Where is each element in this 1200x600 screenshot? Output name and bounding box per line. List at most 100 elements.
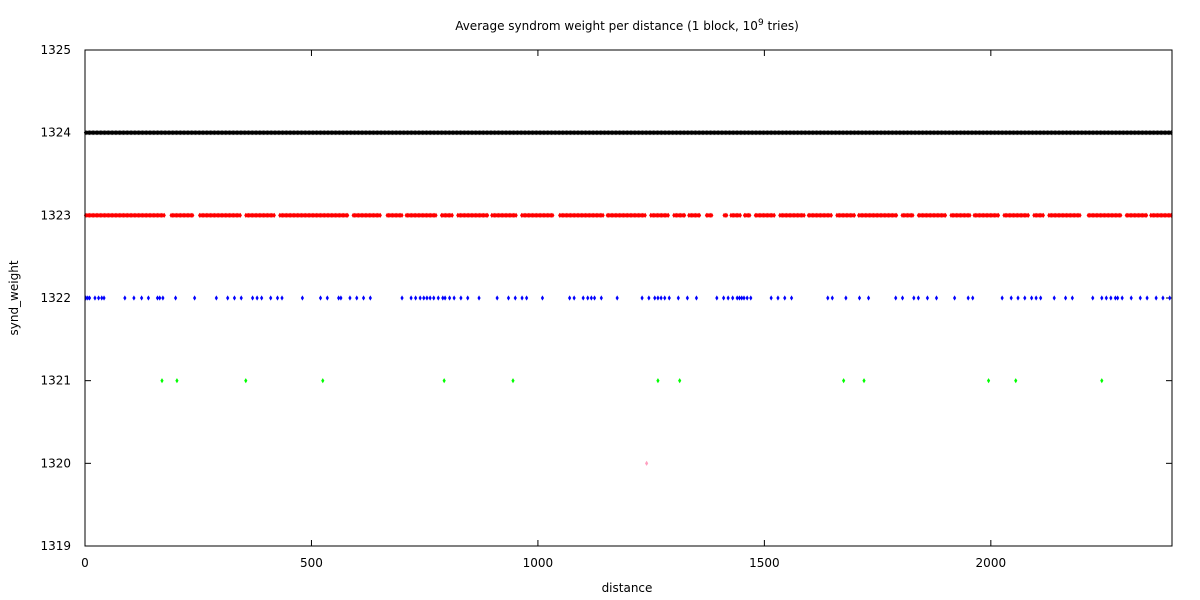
data-point <box>100 295 104 301</box>
data-point <box>656 378 660 384</box>
data-point <box>436 295 440 301</box>
data-point <box>486 212 490 218</box>
data-point <box>589 295 593 301</box>
data-point <box>132 295 136 301</box>
data-point <box>640 295 644 301</box>
data-point <box>663 295 667 301</box>
data-point <box>425 295 429 301</box>
data-point <box>683 212 687 218</box>
data-point <box>238 212 242 218</box>
data-point <box>826 295 830 301</box>
data-point <box>495 295 499 301</box>
data-point <box>748 212 752 218</box>
data-point <box>450 212 454 218</box>
y-tick-label: 1325 <box>40 43 71 57</box>
data-point <box>1119 212 1123 218</box>
data-point <box>776 295 780 301</box>
data-point <box>244 378 248 384</box>
data-point <box>1091 295 1095 301</box>
data-point <box>659 295 663 301</box>
series-1320 <box>645 460 649 466</box>
data-point <box>368 295 372 301</box>
data-point <box>586 295 590 301</box>
plot-frame <box>84 49 1173 547</box>
data-point <box>250 295 255 301</box>
x-tick-label: 1000 <box>523 556 554 570</box>
data-point <box>146 295 151 301</box>
data-point <box>514 212 518 218</box>
data-point <box>321 378 325 384</box>
data-point <box>783 295 787 301</box>
data-point <box>511 378 515 384</box>
data-point <box>1009 295 1013 301</box>
data-point <box>601 212 605 218</box>
data-point <box>749 295 753 301</box>
series-1323 <box>83 212 1173 218</box>
data-point <box>162 212 166 218</box>
data-point <box>572 295 576 301</box>
data-point <box>418 295 422 301</box>
data-point <box>193 295 197 301</box>
data-point <box>656 295 660 301</box>
data-point <box>269 295 273 301</box>
data-point <box>592 295 597 301</box>
data-point <box>140 295 144 301</box>
data-point <box>678 378 682 384</box>
chart-title-suffix: tries) <box>764 19 799 33</box>
y-tick-label: 1322 <box>40 291 71 305</box>
x-axis-label: distance <box>602 581 653 595</box>
data-point <box>1063 295 1068 301</box>
data-point <box>459 295 463 301</box>
data-point <box>912 295 916 301</box>
data-point <box>337 295 341 301</box>
data-point <box>1100 378 1104 384</box>
data-point <box>769 295 773 301</box>
data-point <box>161 295 165 301</box>
data-point <box>581 295 585 301</box>
data-point <box>434 212 438 218</box>
data-point <box>551 212 555 218</box>
x-tick-label: 500 <box>300 556 323 570</box>
series-1324 <box>83 130 1173 136</box>
data-point <box>1000 295 1004 301</box>
data-point <box>599 295 603 301</box>
data-point <box>916 295 920 301</box>
data-point <box>442 378 446 384</box>
data-point <box>676 295 680 301</box>
data-point <box>477 295 481 301</box>
data-point <box>1109 295 1113 301</box>
data-point <box>934 295 939 301</box>
data-point <box>400 295 404 301</box>
data-point <box>1113 295 1117 301</box>
data-point <box>731 295 735 301</box>
data-point <box>339 295 343 301</box>
data-point <box>275 295 280 301</box>
data-point <box>772 212 776 218</box>
data-point <box>1041 212 1045 218</box>
x-tick-label: 1500 <box>749 556 780 570</box>
data-point <box>1138 295 1142 301</box>
data-point <box>520 295 524 301</box>
data-point <box>1070 295 1074 301</box>
data-point <box>653 295 657 301</box>
data-point <box>1116 295 1120 301</box>
data-point <box>1145 295 1149 301</box>
data-point <box>226 295 230 301</box>
data-point <box>400 212 404 218</box>
data-points <box>83 130 1173 466</box>
data-point <box>968 212 972 218</box>
axis-ticks: 0 500 1000 1500 2000 1319 1320 1321 1322 1323 1324… <box>40 43 1172 570</box>
data-point <box>943 212 948 218</box>
data-point <box>844 295 848 301</box>
data-point <box>715 295 719 301</box>
data-point <box>86 295 90 301</box>
data-point <box>842 378 846 384</box>
data-point <box>1023 295 1027 301</box>
data-point <box>348 295 352 301</box>
data-point <box>857 295 862 301</box>
data-point <box>428 295 432 301</box>
data-point <box>272 212 276 218</box>
data-point <box>191 212 195 218</box>
data-point <box>722 295 726 301</box>
data-point <box>986 378 991 384</box>
